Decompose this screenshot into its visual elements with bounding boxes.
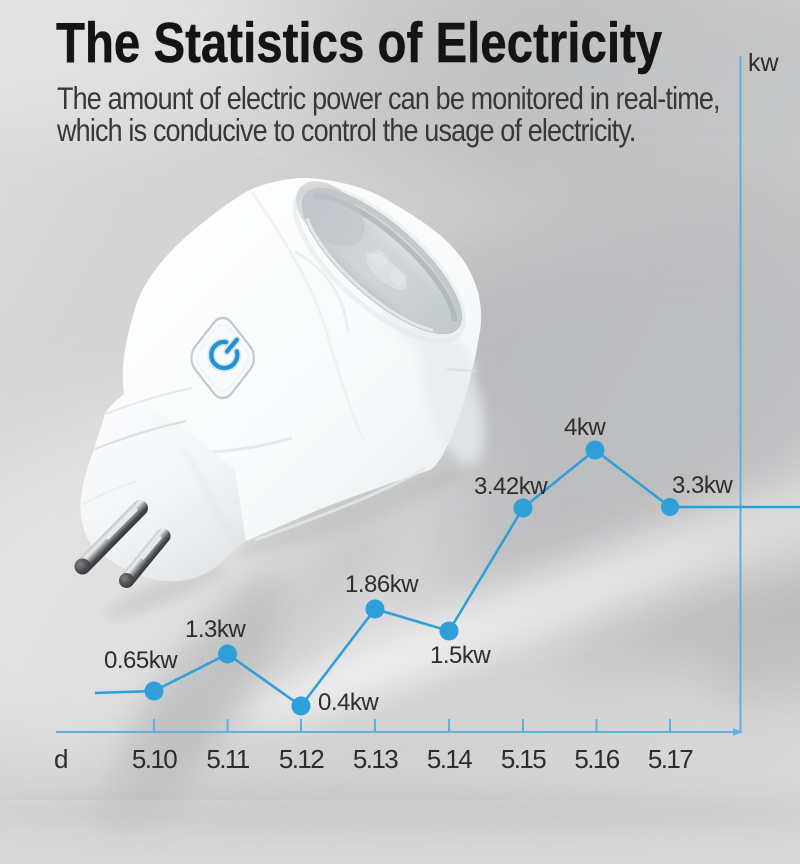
svg-text:4kw: 4kw [564, 414, 606, 441]
svg-text:1.86kw: 1.86kw [345, 571, 419, 598]
svg-text:5.17: 5.17 [648, 744, 693, 774]
svg-text:d: d [54, 744, 67, 774]
svg-text:5.16: 5.16 [574, 744, 619, 774]
svg-text:kw: kw [748, 49, 780, 77]
svg-text:5.13: 5.13 [353, 744, 398, 774]
svg-text:5.10: 5.10 [132, 744, 177, 774]
svg-text:0.65kw: 0.65kw [104, 647, 178, 674]
svg-text:5.15: 5.15 [501, 744, 546, 774]
svg-text:1.5kw: 1.5kw [430, 642, 491, 669]
svg-text:5.12: 5.12 [279, 744, 324, 774]
svg-text:1.3kw: 1.3kw [185, 616, 246, 643]
svg-text:3.3kw: 3.3kw [672, 472, 733, 499]
svg-text:5.11: 5.11 [206, 744, 249, 774]
svg-text:5.14: 5.14 [427, 744, 472, 774]
svg-text:3.42kw: 3.42kw [474, 473, 548, 500]
svg-text:0.4kw: 0.4kw [318, 689, 379, 716]
